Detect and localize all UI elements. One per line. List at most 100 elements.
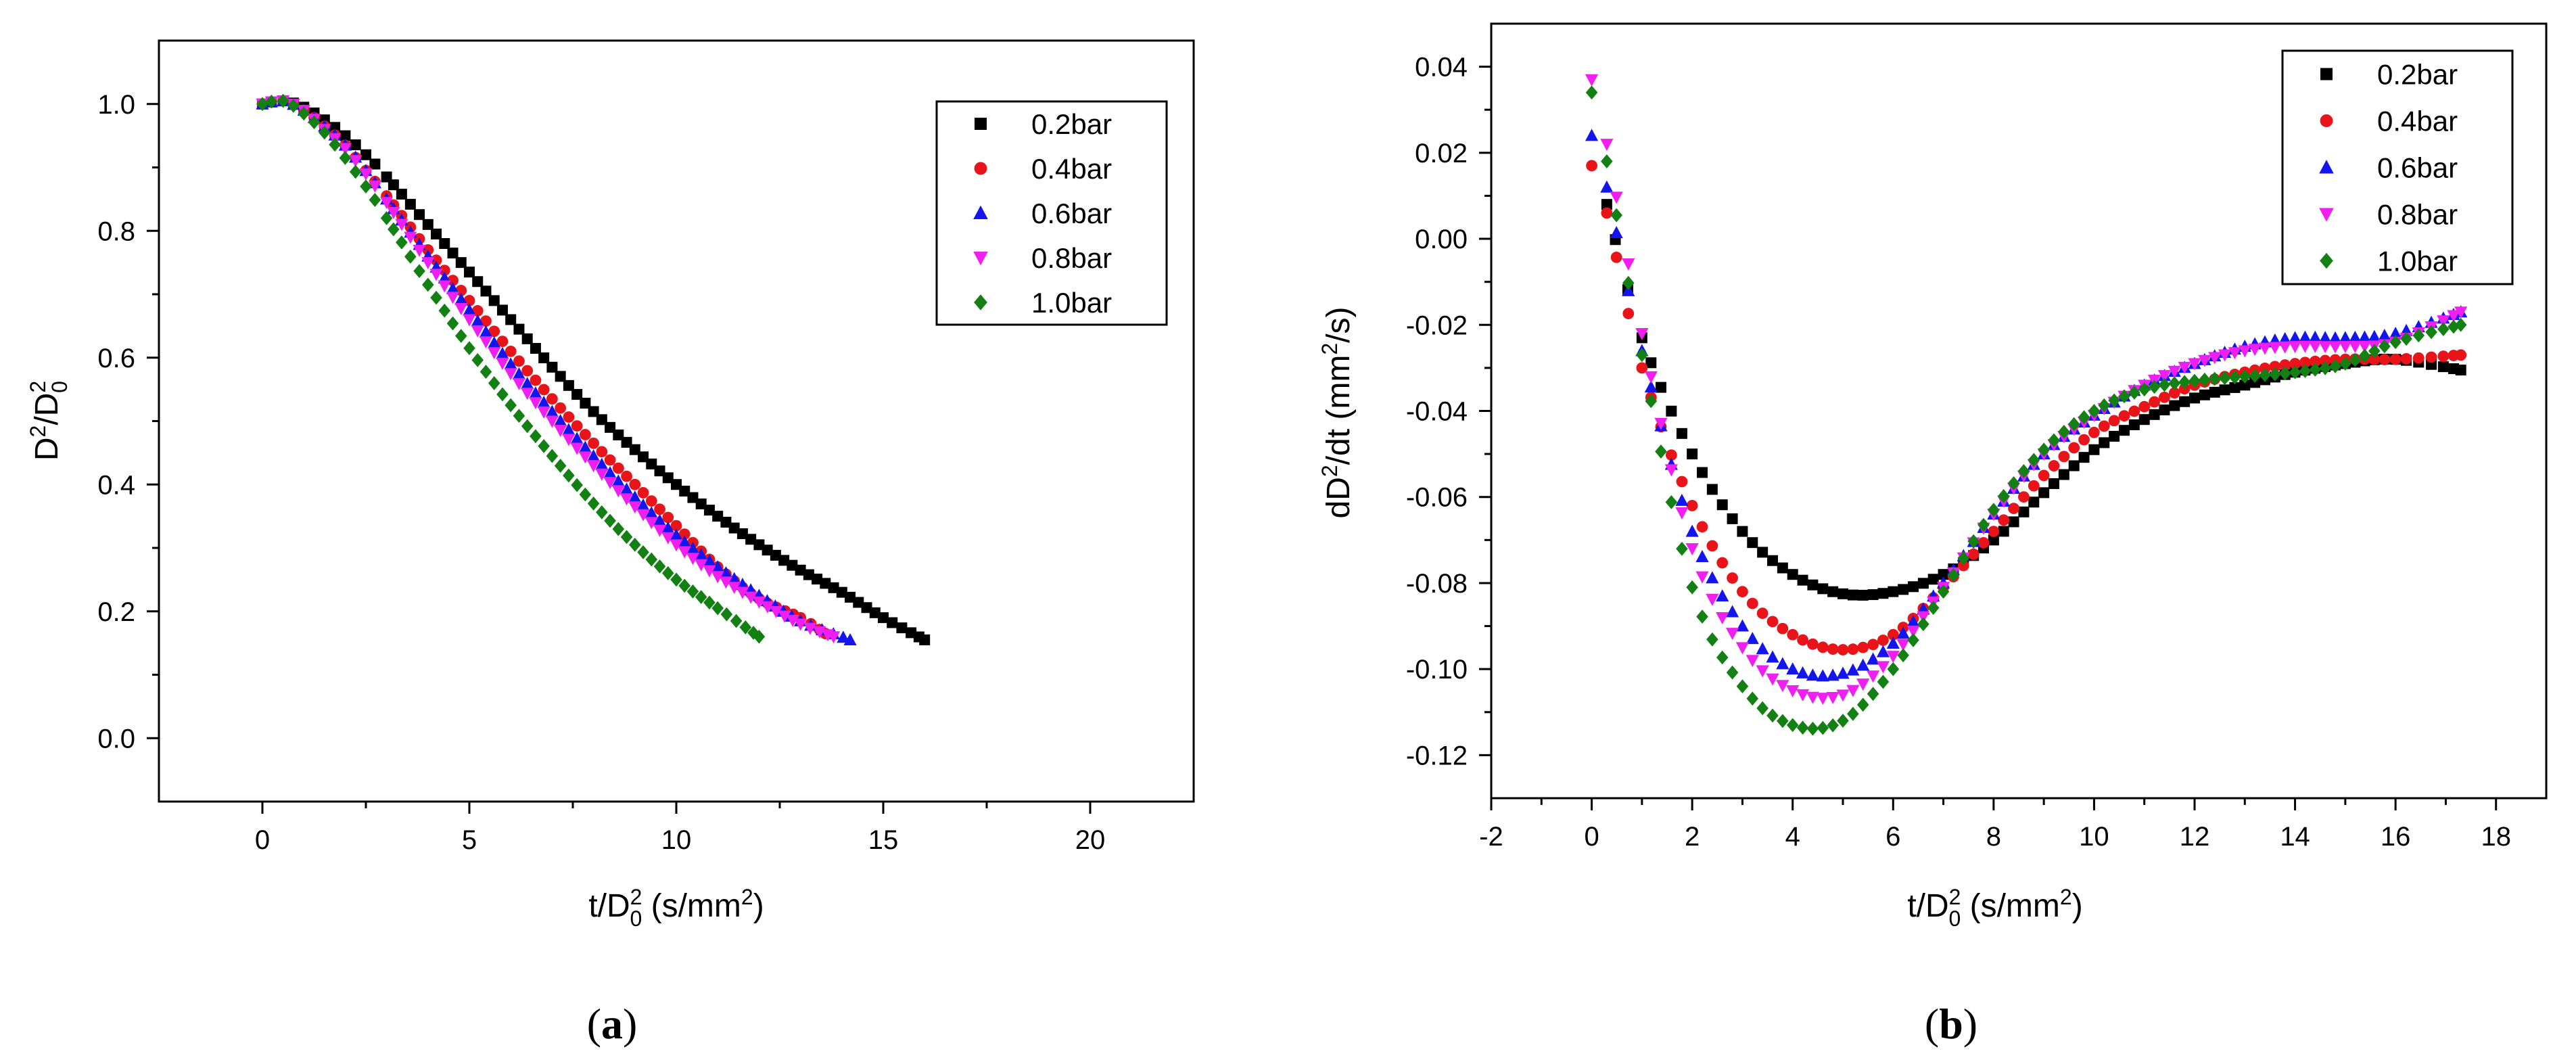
data-point	[2189, 392, 2200, 404]
data-point	[2318, 341, 2332, 354]
data-point	[720, 607, 733, 622]
data-point	[2358, 330, 2372, 343]
panel-a-y-axis-label: D2/D20	[26, 381, 72, 461]
data-point	[430, 290, 442, 305]
data-point	[1686, 500, 1698, 511]
data-point	[596, 414, 607, 425]
data-point	[2278, 331, 2292, 344]
data-point	[1787, 628, 1799, 641]
data-point	[265, 94, 278, 109]
data-point	[1676, 476, 1688, 488]
data-point	[1826, 692, 1840, 705]
data-point	[1665, 494, 1678, 509]
data-point	[2339, 356, 2351, 371]
y-tick-label: -0.02	[1406, 310, 1468, 340]
data-point	[1887, 662, 1900, 676]
data-point	[1836, 666, 1850, 679]
data-point	[769, 605, 783, 618]
data-point	[678, 528, 690, 540]
data-point	[2437, 361, 2449, 373]
data-point	[1696, 521, 1708, 533]
legend-label: 0.4bar	[1031, 153, 1112, 185]
data-point	[360, 149, 371, 160]
data-point	[1685, 524, 1699, 537]
data-point	[2308, 340, 2322, 353]
data-point	[2078, 452, 2090, 463]
data-point	[349, 155, 362, 168]
data-point	[2248, 344, 2262, 356]
data-point	[454, 329, 467, 344]
data-point	[2128, 419, 2140, 431]
data-point	[687, 492, 699, 503]
data-point	[1988, 503, 2000, 517]
series-1.0bar	[256, 93, 766, 644]
data-point	[446, 281, 460, 294]
data-point	[349, 164, 362, 179]
data-point	[1876, 645, 1890, 657]
data-point	[2168, 387, 2180, 399]
data-point	[2400, 353, 2412, 365]
data-point	[447, 248, 459, 259]
data-point	[2159, 391, 2170, 403]
data-point	[1906, 615, 1920, 628]
data-point	[2149, 396, 2160, 408]
data-point	[686, 553, 700, 565]
data-point	[471, 325, 484, 338]
data-point	[1665, 449, 1677, 461]
data-point	[530, 429, 542, 444]
data-point	[521, 388, 534, 400]
data-point	[2169, 400, 2180, 411]
data-point	[653, 559, 666, 574]
data-point	[1857, 589, 1869, 601]
data-point	[1977, 517, 1990, 532]
data-point	[604, 513, 616, 528]
data-point	[2378, 329, 2391, 342]
data-point	[1867, 589, 1879, 601]
data-point	[2229, 382, 2241, 393]
x-tick-label: 14	[2280, 822, 2310, 852]
data-point	[339, 151, 352, 165]
data-point	[2138, 400, 2151, 413]
data-point	[703, 505, 715, 516]
y-tick-label: 0.2	[97, 597, 135, 627]
legend-label: 0.4bar	[2377, 106, 2458, 137]
data-point	[745, 534, 757, 545]
data-point	[505, 314, 517, 325]
data-point	[504, 368, 517, 381]
data-point	[380, 211, 393, 225]
data-point	[1957, 551, 1970, 565]
data-point	[654, 465, 665, 477]
data-point	[555, 371, 566, 382]
x-tick-label: 20	[1075, 825, 1106, 855]
x-tick-label: 8	[1986, 822, 2001, 852]
data-point	[1767, 555, 1778, 566]
data-point	[2067, 417, 2080, 432]
panel-b-x-axis-label: t/D2 0 (s/mm2)	[1907, 885, 2082, 931]
x-tick-label: 10	[661, 825, 692, 855]
data-point	[628, 501, 642, 514]
y-tick-label: 0.0	[97, 724, 135, 754]
data-point	[545, 415, 559, 428]
data-point	[588, 406, 599, 417]
data-point	[719, 576, 733, 589]
data-point	[1610, 208, 1622, 223]
data-point	[1601, 199, 1612, 210]
data-point	[2188, 358, 2201, 371]
data-point	[1877, 634, 1889, 646]
data-point	[1675, 493, 1689, 506]
legend-marker	[973, 205, 988, 219]
data-point	[414, 209, 425, 221]
y-tick-label: 0.6	[97, 344, 135, 373]
data-point	[1917, 617, 1929, 632]
data-point	[1706, 540, 1718, 552]
data-point	[1676, 428, 1687, 439]
data-point	[2437, 322, 2450, 337]
data-point	[1737, 586, 1748, 598]
legend-label: 0.6bar	[2377, 152, 2458, 184]
data-point	[2358, 348, 2371, 363]
data-point	[339, 130, 351, 141]
data-point	[695, 559, 708, 572]
data-point	[629, 444, 640, 455]
data-point	[2078, 410, 2090, 425]
data-point	[554, 413, 567, 426]
